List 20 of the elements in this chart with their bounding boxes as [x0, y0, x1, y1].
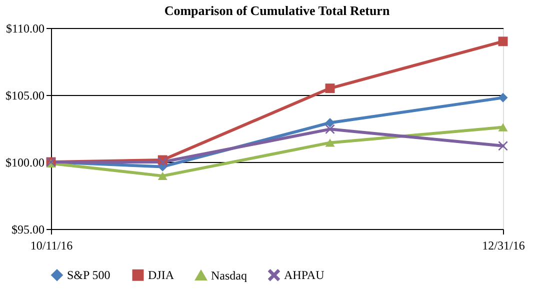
- chart-title: Comparison of Cumulative Total Return: [164, 3, 390, 18]
- point: [325, 84, 335, 94]
- point: [498, 92, 508, 102]
- legend-label: AHPAU: [284, 268, 325, 282]
- x-tick-label: 10/11/16: [30, 238, 73, 252]
- legend-label: S&P 500: [67, 268, 110, 282]
- point: [498, 123, 508, 132]
- x-tick-label: 12/31/16: [482, 238, 525, 252]
- legend-label: DJIA: [148, 268, 174, 282]
- y-tick-label: $100.00: [6, 156, 44, 170]
- point: [498, 36, 508, 46]
- y-tick-label: $105.00: [6, 88, 44, 102]
- legend-label: Nasdaq: [211, 268, 247, 282]
- y-tick-label: $110.00: [6, 22, 44, 36]
- point: [325, 118, 335, 128]
- y-tick-label: $95.00: [12, 222, 44, 236]
- point: [325, 124, 335, 134]
- point: [498, 141, 508, 151]
- point: [158, 172, 168, 180]
- point: [325, 138, 335, 147]
